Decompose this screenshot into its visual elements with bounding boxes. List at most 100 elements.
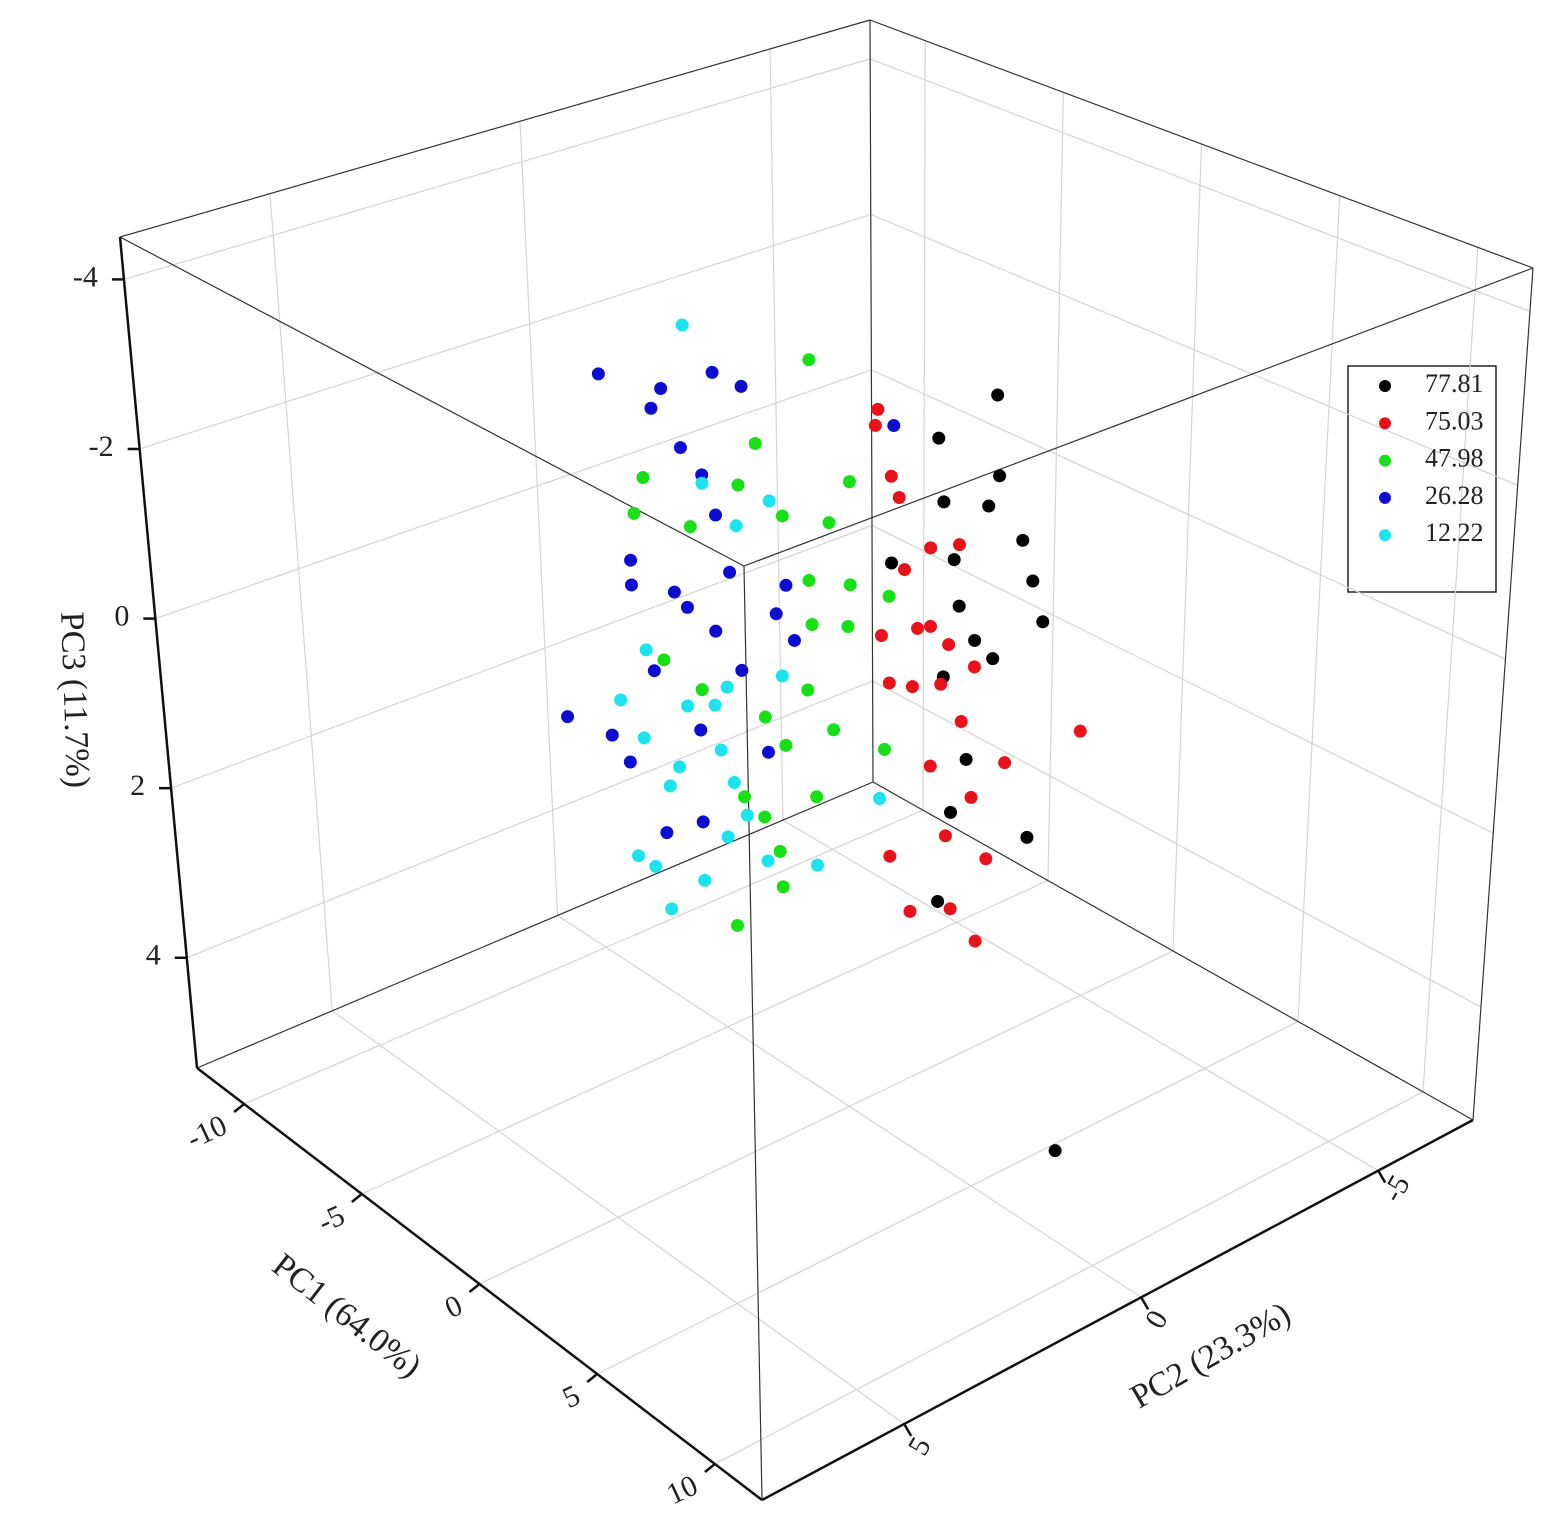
point	[591, 367, 605, 381]
z-tick-label: 2	[130, 769, 145, 802]
point	[776, 880, 790, 894]
grid-line	[1047, 92, 1064, 881]
point	[758, 710, 772, 724]
point	[1073, 724, 1087, 738]
point	[762, 745, 776, 759]
point	[637, 731, 651, 745]
legend-marker	[1379, 417, 1391, 430]
point	[883, 849, 897, 863]
point	[954, 715, 968, 729]
point	[877, 742, 891, 756]
grid-line	[123, 58, 871, 280]
point	[968, 934, 982, 948]
point	[720, 680, 734, 694]
grid-line	[869, 58, 1531, 313]
grid-line	[139, 213, 871, 450]
point	[636, 470, 650, 484]
grid-line	[871, 524, 1494, 834]
point	[805, 617, 819, 631]
point	[1048, 1144, 1062, 1158]
point	[843, 578, 857, 592]
grid-line	[557, 914, 1142, 1298]
grid-line	[769, 48, 784, 821]
box-edge	[119, 19, 871, 238]
point	[986, 652, 1000, 666]
x-tick-label: 5	[558, 1379, 586, 1415]
point	[673, 441, 687, 455]
point	[729, 519, 743, 533]
x-tick-label: 0	[440, 1289, 468, 1325]
y-tick-label: 0	[1139, 1305, 1175, 1334]
y-tick	[903, 1423, 913, 1437]
point	[942, 638, 956, 652]
point	[667, 585, 681, 599]
grid-line	[714, 1091, 1424, 1465]
grid-line	[922, 40, 926, 811]
point	[773, 844, 787, 858]
x-axis-title: PC1 (64.0%)	[265, 1247, 428, 1385]
grid-line	[269, 193, 333, 1011]
point	[627, 506, 641, 520]
point	[841, 619, 855, 633]
z-tick-label: 0	[114, 599, 129, 632]
box-edge	[743, 565, 763, 1501]
point	[827, 723, 841, 737]
point	[614, 693, 628, 707]
point	[964, 790, 978, 804]
point	[738, 790, 752, 804]
x-tick-label: 10	[662, 1469, 703, 1512]
point	[887, 419, 901, 433]
grid-line	[186, 680, 873, 959]
y-axis	[761, 1118, 1474, 1502]
box-edge	[196, 781, 874, 1069]
point	[874, 629, 888, 643]
point	[708, 698, 722, 712]
point	[882, 589, 896, 603]
point	[644, 401, 658, 415]
point	[723, 565, 737, 579]
z-axis	[118, 236, 199, 1069]
legend-label: 26.28	[1425, 481, 1484, 510]
point	[681, 699, 695, 713]
point	[673, 760, 687, 774]
point	[822, 516, 836, 530]
box-edge	[743, 267, 1534, 567]
point	[695, 476, 709, 490]
point	[932, 431, 946, 445]
point	[748, 437, 762, 451]
point	[937, 495, 951, 509]
point	[624, 578, 638, 592]
legend-label: 75.03	[1425, 406, 1484, 435]
point	[810, 790, 824, 804]
point	[665, 902, 679, 916]
x-tick	[704, 1463, 716, 1473]
point	[779, 578, 793, 592]
grid-line	[872, 680, 1482, 1008]
x-tick	[586, 1373, 598, 1383]
point	[952, 538, 966, 552]
box-edge	[869, 19, 874, 783]
point	[1036, 615, 1050, 629]
grid-line	[870, 213, 1518, 486]
x-tick	[468, 1283, 481, 1293]
point	[762, 494, 776, 508]
grid-line	[871, 369, 1506, 660]
point	[657, 653, 671, 667]
point	[660, 826, 674, 840]
point	[959, 752, 973, 766]
grid-line	[331, 1010, 905, 1425]
z-tick-label: -2	[89, 430, 114, 463]
point	[947, 553, 961, 567]
box-edge	[119, 236, 745, 567]
point	[938, 829, 952, 843]
point	[842, 475, 856, 489]
legend-label: 12.22	[1425, 518, 1484, 547]
point	[779, 738, 793, 752]
x-tick	[233, 1103, 245, 1113]
grid-line	[596, 1020, 1299, 1375]
point	[871, 402, 885, 416]
point	[675, 318, 689, 332]
point	[740, 808, 754, 822]
point	[885, 556, 899, 570]
